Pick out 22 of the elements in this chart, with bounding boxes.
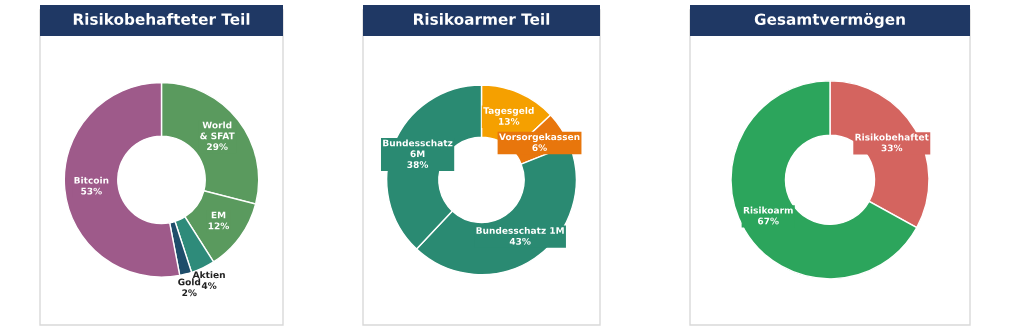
slice-label: Bitcoin: [74, 176, 109, 184]
slice-label: Risikobehaftet: [855, 133, 929, 141]
slice-label: Risikoarm: [743, 206, 793, 214]
data-label: 4%: [201, 282, 217, 290]
data-label: 67%: [757, 217, 779, 225]
data-label: 2%: [182, 289, 197, 297]
slice-label: Bundesschatz 6M: [383, 139, 453, 158]
slice-label: Tagesgeld: [483, 106, 534, 116]
data-label: 33%: [881, 144, 903, 152]
slice-label: World & SFAT: [200, 121, 235, 140]
chart-title: Gesamtvermögen: [754, 12, 905, 29]
chart-title: Risikobehafteter Teil: [73, 13, 250, 25]
data-label: 53%: [81, 187, 102, 195]
chart-title: Risikoarmer Teil: [414, 13, 550, 25]
slice-label: EM: [211, 211, 226, 219]
slice-label: Aktien: [192, 271, 225, 279]
data-label: 38%: [407, 161, 429, 168]
data-label: 29%: [207, 143, 228, 151]
slice-label: Bundesschatz 1M: [476, 226, 564, 234]
slice-label: Gold: [178, 278, 201, 286]
data-label: 12%: [208, 222, 230, 230]
data-label: 43%: [509, 237, 531, 245]
